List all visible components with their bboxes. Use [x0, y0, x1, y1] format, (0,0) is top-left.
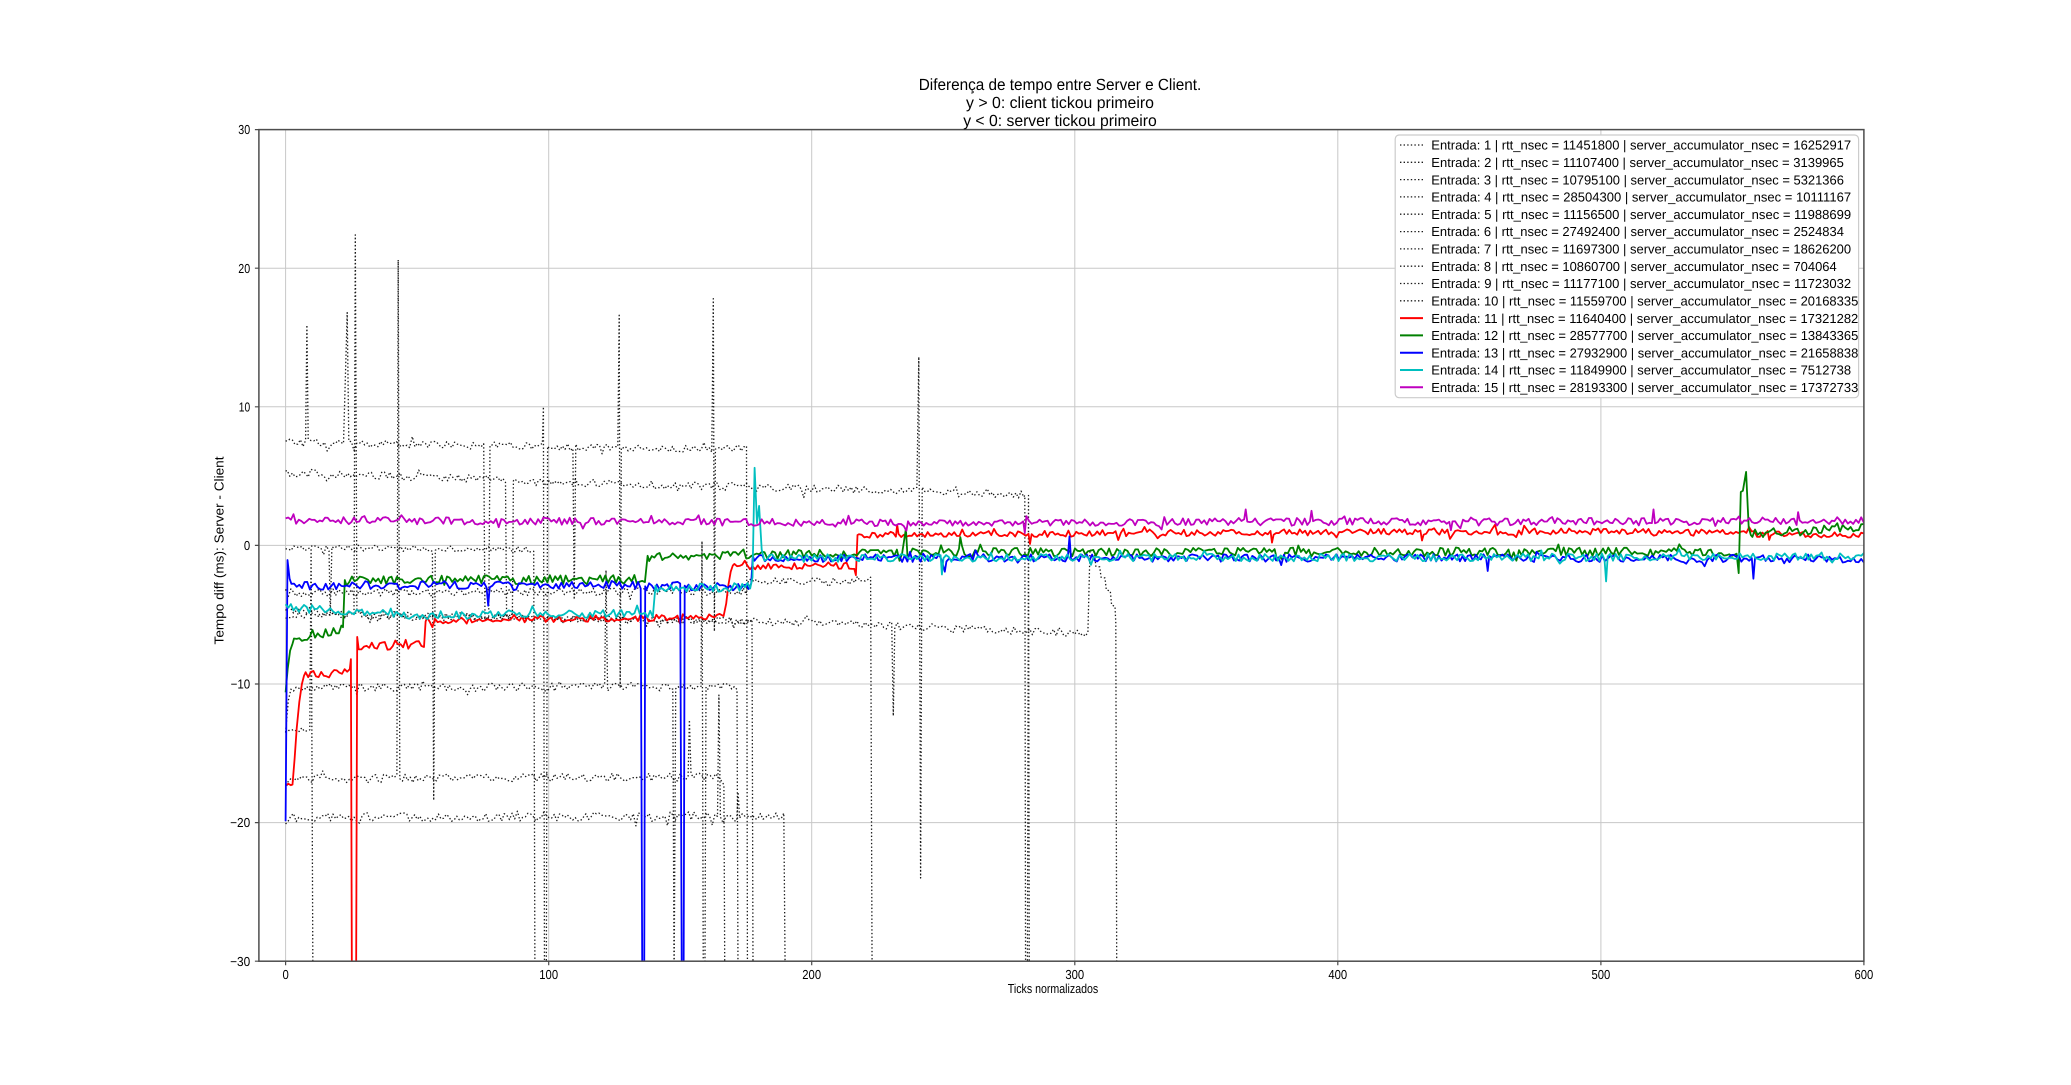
- svg-text:Entrada: 9 | rtt_nsec = 111771: Entrada: 9 | rtt_nsec = 11177100 | serve…: [1431, 276, 1851, 291]
- svg-text:300: 300: [1065, 967, 1084, 982]
- svg-text:Tempo diff (ms): Server - Clie: Tempo diff (ms): Server - Client: [212, 456, 227, 644]
- svg-text:Entrada: 3 | rtt_nsec = 107951: Entrada: 3 | rtt_nsec = 10795100 | serve…: [1431, 172, 1844, 187]
- svg-text:20: 20: [238, 261, 250, 276]
- svg-text:−10: −10: [231, 677, 251, 692]
- svg-text:400: 400: [1328, 967, 1347, 982]
- svg-text:y < 0: server tickou primeiro: y < 0: server tickou primeiro: [963, 112, 1157, 130]
- svg-text:−30: −30: [230, 954, 250, 969]
- svg-text:Entrada: 4 | rtt_nsec = 285043: Entrada: 4 | rtt_nsec = 28504300 | serve…: [1431, 190, 1851, 205]
- svg-text:Entrada: 14 | rtt_nsec = 11849: Entrada: 14 | rtt_nsec = 11849900 | serv…: [1431, 363, 1851, 378]
- svg-text:Entrada: 15 | rtt_nsec = 28193: Entrada: 15 | rtt_nsec = 28193300 | serv…: [1431, 380, 1858, 395]
- svg-text:Entrada: 13 | rtt_nsec = 27932: Entrada: 13 | rtt_nsec = 27932900 | serv…: [1431, 345, 1858, 360]
- svg-text:Entrada: 1 | rtt_nsec = 114518: Entrada: 1 | rtt_nsec = 11451800 | serve…: [1431, 138, 1851, 153]
- svg-text:y > 0: client tickou primeiro: y > 0: client tickou primeiro: [966, 94, 1154, 112]
- svg-text:0: 0: [244, 538, 250, 553]
- svg-text:200: 200: [802, 967, 821, 982]
- svg-text:Entrada: 10 | rtt_nsec = 11559: Entrada: 10 | rtt_nsec = 11559700 | serv…: [1431, 294, 1858, 309]
- svg-text:−20: −20: [230, 815, 250, 830]
- svg-text:Diferença de tempo entre Serve: Diferença de tempo entre Server e Client…: [919, 76, 1202, 94]
- svg-text:600: 600: [1855, 967, 1874, 982]
- svg-text:500: 500: [1592, 967, 1611, 982]
- svg-text:Entrada: 12 | rtt_nsec = 28577: Entrada: 12 | rtt_nsec = 28577700 | serv…: [1431, 328, 1858, 343]
- svg-text:30: 30: [238, 122, 250, 137]
- svg-text:Entrada: 7 | rtt_nsec = 116973: Entrada: 7 | rtt_nsec = 11697300 | serve…: [1431, 242, 1851, 257]
- svg-text:0: 0: [282, 967, 288, 982]
- svg-text:100: 100: [539, 967, 558, 982]
- svg-text:Entrada: 6 | rtt_nsec = 274924: Entrada: 6 | rtt_nsec = 27492400 | serve…: [1431, 224, 1844, 239]
- svg-text:10: 10: [239, 399, 250, 414]
- svg-text:Entrada: 5 | rtt_nsec = 111565: Entrada: 5 | rtt_nsec = 11156500 | serve…: [1431, 207, 1851, 222]
- svg-text:Ticks normalizados: Ticks normalizados: [1008, 981, 1099, 996]
- svg-text:Entrada: 11 | rtt_nsec = 11640: Entrada: 11 | rtt_nsec = 11640400 | serv…: [1431, 311, 1858, 326]
- svg-text:Entrada: 2 | rtt_nsec = 111074: Entrada: 2 | rtt_nsec = 11107400 | serve…: [1431, 155, 1844, 170]
- svg-text:Entrada: 8 | rtt_nsec = 108607: Entrada: 8 | rtt_nsec = 10860700 | serve…: [1431, 259, 1836, 274]
